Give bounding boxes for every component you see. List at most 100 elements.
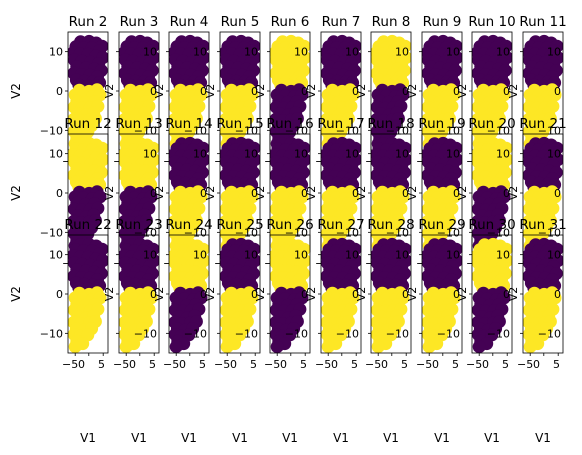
y-inner-label: −10 [386, 226, 409, 239]
y-inner-label: 0 [402, 288, 409, 301]
panel-y-label: V2 [254, 84, 267, 99]
panel-y-label: V2 [254, 186, 267, 201]
y-inner-label: 10 [496, 249, 510, 262]
y-tick-label: 10 [49, 148, 63, 161]
panel-title: Run 9 [423, 14, 462, 30]
panel-title: Run 3 [120, 14, 159, 30]
data-point [321, 340, 335, 353]
panel-title: Run 7 [322, 14, 361, 30]
scatter-points [270, 237, 310, 353]
scatter-points [422, 34, 462, 150]
panel-title: Run 11 [519, 14, 566, 30]
x-tick-label: 5 [98, 358, 105, 371]
y-axis-label: V2 [9, 286, 23, 302]
scatter-points [119, 136, 159, 252]
x-tick-label: 0 [381, 358, 388, 371]
panel-y-label: V2 [103, 84, 116, 99]
x-tick-label: −5 [163, 358, 179, 371]
panel-y-label: V2 [456, 287, 469, 302]
y-inner-label: −10 [285, 226, 308, 239]
y-inner-label: 0 [150, 288, 157, 301]
panel-y-label: V2 [507, 84, 520, 99]
panel-title: Run 20 [468, 116, 515, 132]
panel-title: Run 4 [170, 14, 209, 30]
y-inner-label: 10 [294, 249, 308, 262]
y-inner-label: 0 [352, 187, 359, 200]
y-inner-label: 0 [352, 85, 359, 98]
y-inner-label: −10 [538, 327, 561, 340]
x-axis-label: V1 [484, 431, 500, 445]
panel-title: Run 22 [64, 217, 111, 233]
x-tick-label: −5 [416, 358, 432, 371]
y-inner-label: −10 [285, 327, 308, 340]
panel-title: Run 10 [468, 14, 515, 30]
y-inner-label: 10 [547, 46, 561, 59]
y-inner-label: 10 [244, 249, 258, 262]
y-inner-label: 0 [503, 288, 510, 301]
x-tick-label: 5 [401, 358, 408, 371]
y-tick-label: −10 [40, 124, 63, 137]
x-tick-label: 0 [78, 358, 85, 371]
x-tick-label: 0 [129, 358, 136, 371]
x-tick-label: 0 [533, 358, 540, 371]
x-tick-label: −5 [62, 358, 78, 371]
y-inner-label: −10 [184, 226, 207, 239]
data-point [270, 340, 284, 353]
data-point [119, 340, 133, 353]
data-point [422, 340, 436, 353]
panel-y-label: V2 [456, 186, 469, 201]
y-inner-label: 0 [352, 288, 359, 301]
x-tick-label: −5 [365, 358, 381, 371]
panel-y-label: V2 [507, 186, 520, 201]
y-inner-label: 0 [453, 187, 460, 200]
y-inner-label: 10 [496, 148, 510, 161]
panel-title: Run 8 [372, 14, 411, 30]
y-axis-label: V2 [9, 185, 23, 201]
panel-title: Run 14 [165, 116, 212, 132]
panel-title: Run 31 [519, 217, 566, 233]
y-inner-label: 10 [244, 148, 258, 161]
y-axis-label: V2 [9, 83, 23, 99]
x-tick-label: −5 [315, 358, 331, 371]
scatter-points [220, 136, 260, 252]
x-tick-label: −5 [113, 358, 129, 371]
x-axis-label: V1 [333, 431, 349, 445]
x-tick-label: 0 [331, 358, 338, 371]
panel-y-label: V2 [204, 287, 217, 302]
scatter-points [422, 237, 462, 353]
y-inner-label: 0 [503, 85, 510, 98]
panel-y-label: V2 [204, 84, 217, 99]
panel-y-label: V2 [507, 287, 520, 302]
y-inner-label: 0 [554, 187, 561, 200]
scatter-points [371, 237, 411, 353]
y-inner-label: 0 [301, 187, 308, 200]
x-tick-label: 0 [280, 358, 287, 371]
x-tick-label: 0 [482, 358, 489, 371]
x-tick-label: 5 [149, 358, 156, 371]
y-inner-label: 10 [395, 46, 409, 59]
panel-y-label: V2 [153, 84, 166, 99]
scatter-points [119, 237, 159, 353]
y-inner-label: 10 [345, 46, 359, 59]
scatter-points [68, 237, 108, 353]
y-inner-label: 10 [244, 46, 258, 59]
